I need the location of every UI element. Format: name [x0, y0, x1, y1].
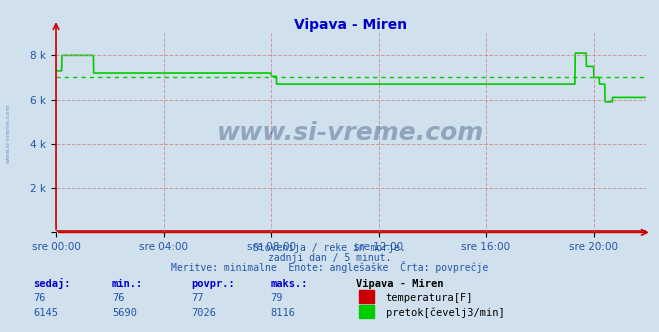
- Text: Meritve: minimalne  Enote: anglešaške  Črta: povprečje: Meritve: minimalne Enote: anglešaške Črt…: [171, 261, 488, 273]
- Text: www.si-vreme.com: www.si-vreme.com: [217, 121, 484, 145]
- Text: 79: 79: [270, 293, 283, 303]
- Text: 5690: 5690: [112, 308, 137, 318]
- Title: Vipava - Miren: Vipava - Miren: [295, 18, 407, 32]
- Text: povpr.:: povpr.:: [191, 279, 235, 289]
- Text: min.:: min.:: [112, 279, 143, 289]
- Text: 7026: 7026: [191, 308, 216, 318]
- Text: Slovenija / reke in morje.: Slovenija / reke in morje.: [253, 243, 406, 253]
- Text: 77: 77: [191, 293, 204, 303]
- Text: 6145: 6145: [33, 308, 58, 318]
- Text: 76: 76: [112, 293, 125, 303]
- Text: www.si-vreme.com: www.si-vreme.com: [5, 103, 11, 163]
- Text: 8116: 8116: [270, 308, 295, 318]
- Text: temperatura[F]: temperatura[F]: [386, 293, 473, 303]
- Text: Vipava - Miren: Vipava - Miren: [356, 279, 444, 289]
- Text: maks.:: maks.:: [270, 279, 308, 289]
- Text: pretok[čevelj3/min]: pretok[čevelj3/min]: [386, 307, 504, 318]
- Text: zadnji dan / 5 minut.: zadnji dan / 5 minut.: [268, 253, 391, 263]
- Text: 76: 76: [33, 293, 45, 303]
- Text: sedaj:: sedaj:: [33, 278, 71, 289]
